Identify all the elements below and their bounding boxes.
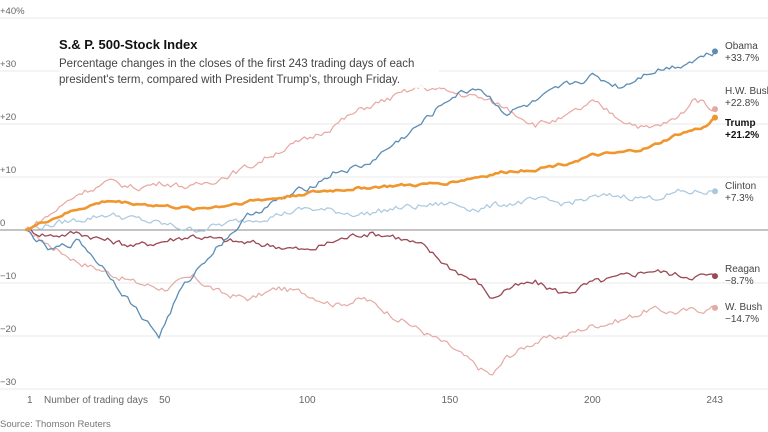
series-line-obama: [24, 51, 716, 339]
series-value-trump: +21.2%: [725, 130, 759, 141]
series-line-clinton: [24, 188, 716, 233]
series-value-reagan: −8.7%: [725, 276, 754, 287]
y-tick-label: +40%: [0, 6, 25, 17]
series-value-clinton: +7.3%: [725, 193, 754, 204]
series-lines: [24, 51, 716, 376]
endpoint-reagan: [712, 273, 718, 280]
endpoint-trump: [712, 114, 718, 121]
x-tick-label: 50: [159, 395, 171, 406]
x-tick-label: 150: [441, 395, 458, 406]
series-value-w-bush: −14.7%: [725, 314, 759, 325]
y-axis-ticks: +40% +30 +20 +10 0 −10 −20 −30: [0, 6, 25, 388]
x-tick-label: 243: [706, 395, 723, 406]
series-value-h-w-bush: +22.8%: [725, 98, 759, 109]
series-name-reagan: Reagan: [725, 264, 760, 275]
series-name-trump: Trump: [725, 118, 756, 129]
series-line-reagan: [24, 228, 716, 299]
y-tick-label: −30: [0, 377, 16, 388]
series-line-w-bush: [24, 227, 716, 376]
endpoint-obama: [712, 48, 718, 55]
chart-subtitle: Percentage changes in the closes of the …: [59, 56, 439, 88]
x-tick-label: 200: [584, 395, 601, 406]
endpoint-clinton: [712, 188, 718, 195]
y-tick-label: −20: [0, 324, 16, 335]
y-tick-label: −10: [0, 271, 16, 282]
series-name-clinton: Clinton: [725, 181, 756, 192]
x-axis-label: Number of trading days: [44, 395, 148, 406]
chart-title: S.& P. 500-Stock Index: [59, 37, 198, 52]
series-line-trump: [24, 116, 716, 232]
series-line-h-w-bush: [24, 84, 716, 231]
series-name-obama: Obama: [725, 41, 758, 52]
endpoint-w-bush: [712, 304, 718, 311]
series-name-h-w-bush: H.W. Bush: [725, 86, 768, 97]
x-tick-label: 100: [299, 395, 316, 406]
endpoint-h-w-bush: [712, 106, 718, 113]
series-endpoints: [712, 48, 718, 311]
x-tick-label: 1: [27, 395, 33, 406]
y-tick-label: +30: [0, 59, 16, 70]
series-labels: Obama+33.7% H.W. Bush+22.8% Trump+21.2% Cli…: [725, 41, 768, 325]
y-tick-label: 0: [0, 218, 5, 229]
series-name-w-bush: W. Bush: [725, 302, 762, 313]
source-note: Source: Thomson Reuters: [0, 419, 111, 430]
y-tick-label: +10: [0, 165, 16, 176]
y-tick-label: +20: [0, 112, 16, 123]
series-value-obama: +33.7%: [725, 53, 759, 64]
